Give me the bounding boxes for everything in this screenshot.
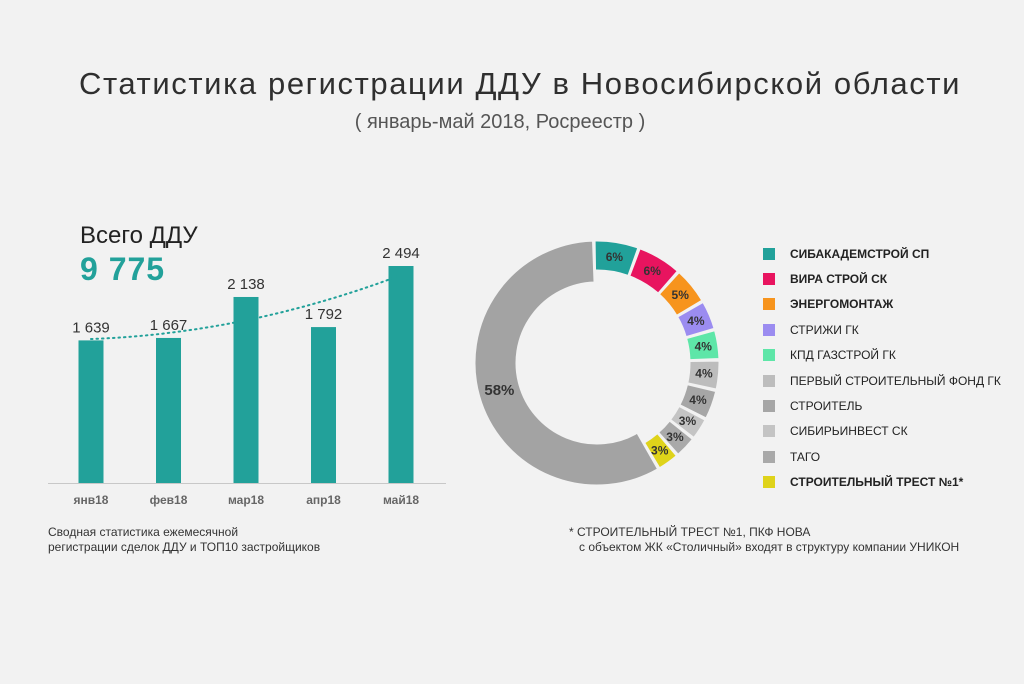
donut-slice <box>658 272 703 316</box>
donut-slice <box>677 301 715 338</box>
bar <box>78 340 104 483</box>
donut-slice <box>658 420 693 455</box>
bar-value-label: 2 138 <box>227 276 265 293</box>
bar-value-label: 1 639 <box>72 319 110 336</box>
donut-slice <box>670 405 706 438</box>
legend-swatch <box>763 450 775 463</box>
slice-label: 3% <box>679 414 697 428</box>
slice-label: 5% <box>672 288 690 302</box>
legend-label: СТРОИТЕЛЬНЫЙ ТРЕСТ №1* <box>790 475 964 490</box>
slice-label: 4% <box>695 340 713 354</box>
legend-item: СТРОИТЕЛЬ <box>763 393 1001 418</box>
slice-label: 4% <box>687 314 705 328</box>
trend-line <box>90 274 402 340</box>
page-subtitle: ( январь-май 2018, Росреестр ) <box>354 111 646 133</box>
donut-slice <box>594 240 639 276</box>
donut-legend: СИБАКАДЕМСТРОЙ СП ВИРА СТРОЙ СК ЭНЕРГОМОНТ… <box>763 241 1001 495</box>
x-tick-label: апр18 <box>306 493 341 507</box>
bar <box>156 337 181 483</box>
x-tick-label: май18 <box>383 493 419 507</box>
legend-swatch <box>763 323 775 336</box>
donut-slice <box>686 330 720 361</box>
legend-label: ПЕРВЫЙ СТРОИТЕЛЬНЫЙ ФОНД ГК <box>790 373 1001 388</box>
donut-slice <box>629 248 678 294</box>
legend-label: КПД ГАЗСТРОЙ ГК <box>790 348 896 363</box>
legend-item: СИБАКАДЕМСТРОЙ СП <box>763 241 1001 266</box>
legend-swatch <box>763 476 775 489</box>
slice-label: 58% <box>484 382 514 399</box>
legend-label: СИБИРЬИНВЕСТ СК <box>790 424 908 439</box>
legend-swatch <box>763 298 775 311</box>
legend-item: ПЕРВЫЙ СТРОИТЕЛЬНЫЙ ФОНД ГК <box>763 368 1001 393</box>
legend-item: ТАГО <box>763 444 1001 469</box>
legend-item: КПД ГАЗСТРОЙ ГК <box>763 343 1001 368</box>
bar-chart: 1 639 янв18 1 667 фев18 2 138 мар18 1 792 апр18… <box>48 245 446 507</box>
legend-item: СИБИРЬИНВЕСТ СК <box>763 419 1001 444</box>
slice-label: 3% <box>651 443 669 457</box>
slice-label: 6% <box>606 250 624 264</box>
legend-label: СТРИЖИ ГК <box>790 322 859 337</box>
right-footnote-line: * СТРОИТЕЛЬНЫЙ ТРЕСТ №1, ПКФ НОВА <box>569 525 811 539</box>
donut-slice <box>679 384 717 419</box>
right-footnote-line: с объектом ЖК «Столичный» входят в струк… <box>579 540 960 554</box>
bar <box>311 327 336 483</box>
legend-item: СТРИЖИ ГК <box>763 317 1001 342</box>
legend-swatch <box>763 374 775 387</box>
right-footnote: * СТРОИТЕЛЬНЫЙ ТРЕСТ №1, ПКФ НОВА с объе… <box>569 525 959 555</box>
legend-item: ВИРА СТРОЙ СК <box>763 266 1001 291</box>
left-footnote: Сводная статистика ежемесячной регистрац… <box>48 525 320 555</box>
slice-label: 4% <box>695 367 713 381</box>
bar <box>233 296 259 483</box>
legend-item: СТРОИТЕЛЬНЫЙ ТРЕСТ №1* <box>763 470 1001 495</box>
donut-slice <box>687 360 720 390</box>
bar-value-label: 2 494 <box>382 245 420 262</box>
legend-label: СТРОИТЕЛЬ <box>790 399 863 414</box>
left-footnote-line: регистрации сделок ДДУ и ТОП10 застройщи… <box>48 540 321 554</box>
legend-label: СИБАКАДЕМСТРОЙ СП <box>790 246 930 261</box>
slice-label: 6% <box>644 264 662 278</box>
legend-swatch <box>763 425 775 438</box>
bar <box>388 266 414 483</box>
bar-value-label: 1 792 <box>305 306 343 323</box>
bar-value-label: 1 667 <box>150 317 188 334</box>
legend-swatch <box>763 400 775 413</box>
left-footnote-line: Сводная статистика ежемесячной <box>48 525 239 539</box>
donut-slice <box>474 240 659 486</box>
legend-label: ЭНЕРГОМОНТАЖ <box>790 297 894 312</box>
legend-swatch <box>763 349 775 362</box>
legend-swatch <box>763 273 775 286</box>
legend-label: ТАГО <box>790 449 821 464</box>
total-label: Всего ДДУ <box>80 222 198 249</box>
x-tick-label: янв18 <box>74 493 109 507</box>
x-tick-label: фев18 <box>150 493 188 507</box>
donut-chart: 6%6%5%4%4%4%4%3%3%3%58% <box>474 240 720 486</box>
page-title: Статистика регистрации ДДУ в Новосибирск… <box>78 66 962 101</box>
slice-label: 4% <box>689 393 707 407</box>
legend-label: ВИРА СТРОЙ СК <box>790 272 888 287</box>
legend-item: ЭНЕРГОМОНТАЖ <box>763 292 1001 317</box>
slice-label: 3% <box>666 430 684 444</box>
total-value: 9 775 <box>80 251 166 287</box>
donut-slice <box>644 433 677 469</box>
x-tick-label: мар18 <box>228 493 264 507</box>
legend-swatch <box>763 247 775 260</box>
